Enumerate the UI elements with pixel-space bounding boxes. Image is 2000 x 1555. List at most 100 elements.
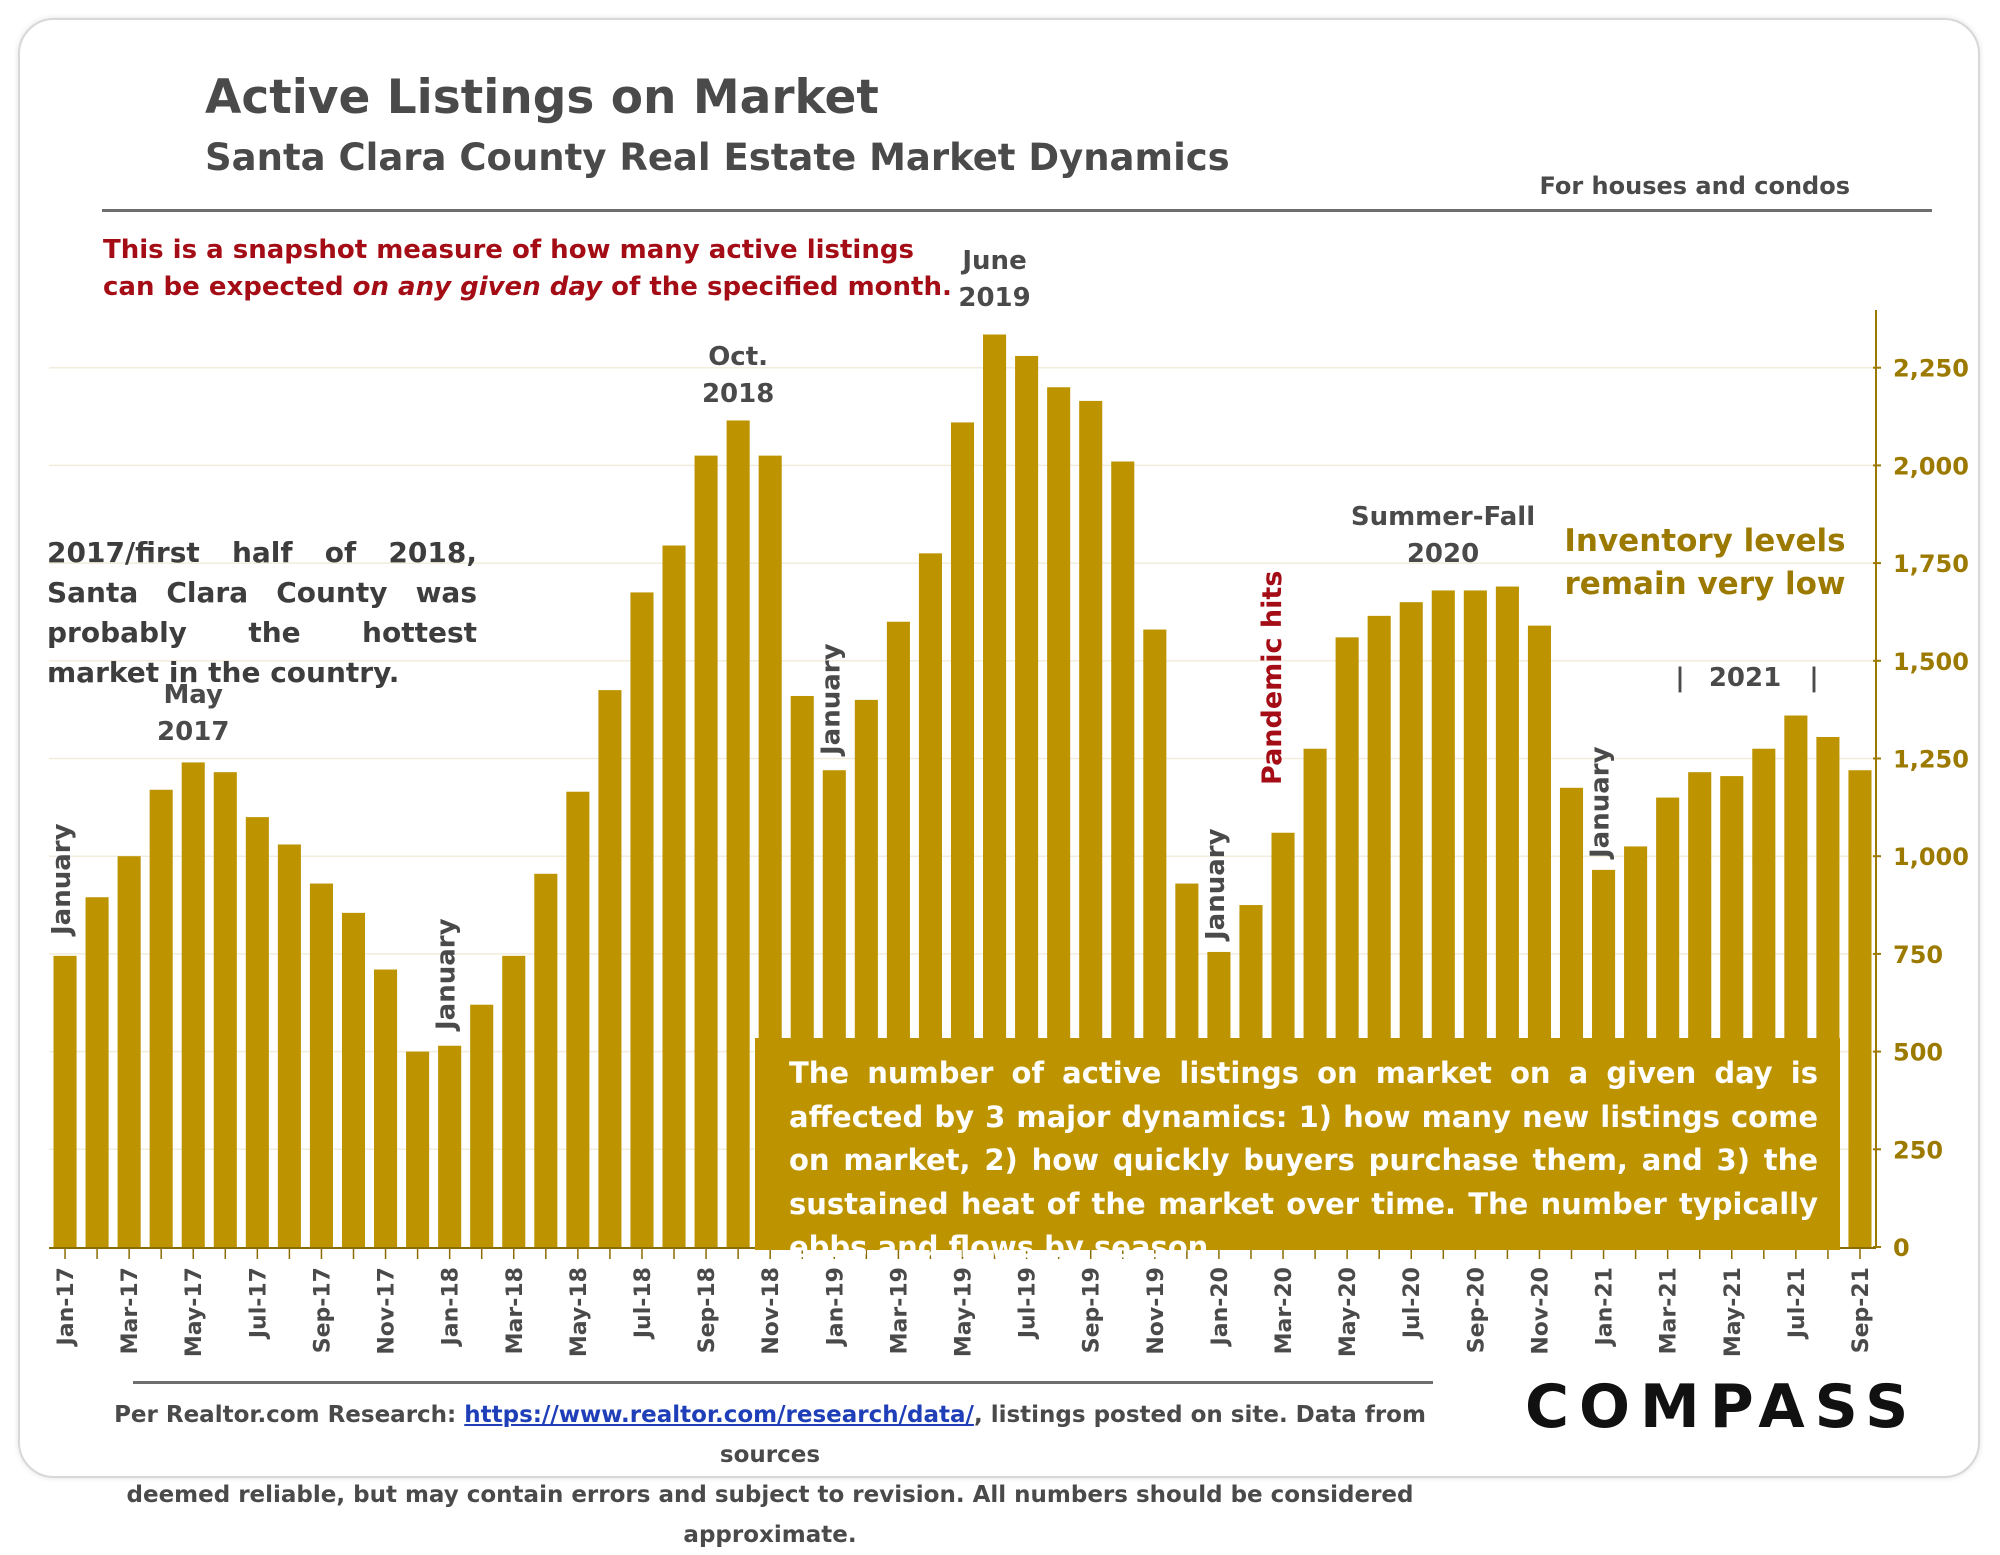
bar-Aug-18 [662,545,686,1247]
annotations: May 2017 Oct. 2018 June 2019 Summer-Fall 2020 | 2… [47,246,1819,1032]
y-axis: 0 250 500 750 1,000 1,250 1,500 1,750 2,000 2,250 [1873,310,1969,1262]
oct-2018-label-line1: Oct. [708,342,768,372]
snapshot-note: This is a snapshot measure of how many a… [103,232,952,306]
bar-Jul-18 [630,592,654,1247]
january-label-Jan-21: January [1586,746,1616,860]
bar-Oct-18 [726,420,750,1247]
snapshot-note-line1: This is a snapshot measure of how many a… [103,235,914,265]
x-tick-label: Nov-19 [1144,1267,1169,1355]
y-tick-label: 0 [1893,1234,1910,1262]
dynamics-text: The number of active listings on market … [789,1056,1818,1264]
source-footer: Per Realtor.com Research: https://www.re… [100,1395,1440,1555]
x-tick-label: Sep-21 [1849,1267,1874,1353]
x-tick-label: Nov-17 [375,1267,400,1355]
y-tick-label: 2,000 [1893,452,1969,480]
january-label-Jan-19: January [816,643,846,757]
june-2019-label-line1: June [960,246,1026,276]
x-tick-label: Mar-17 [118,1267,143,1354]
snapshot-post: of the specified month. [602,272,952,302]
june-2019-label-line2: 2019 [958,283,1030,313]
chart-title: Active Listings on Market [205,70,879,125]
header-divider [102,209,1932,212]
y-tick-label: 500 [1893,1039,1943,1067]
bar-Jun-18 [598,690,622,1247]
bar-Mar-18 [502,955,526,1247]
bar-Apr-18 [534,873,558,1247]
x-tick-label: May-21 [1721,1267,1746,1357]
x-tick-label: Jul-17 [246,1267,271,1340]
january-label-Jan-17: January [47,823,77,937]
bar-May-18 [566,791,590,1247]
footer-divider [133,1381,1433,1384]
bracket-left: | [1675,663,1685,693]
compass-logo: COMPASS [1525,1372,1919,1442]
x-tick-label: Nov-20 [1528,1267,1553,1355]
x-tick-label: Sep-19 [1080,1267,1105,1353]
bar-Jun-19 [983,334,1007,1247]
x-tick-label: Jan-20 [1208,1267,1233,1347]
x-tick-label: Jan-18 [439,1267,464,1347]
x-tick-label: Nov-18 [759,1267,784,1355]
x-tick-label: Jul-20 [1400,1267,1425,1340]
snapshot-emphasis: on any given day [352,272,603,302]
x-tick-label: Jan-21 [1593,1267,1618,1347]
x-tick-label: May-18 [567,1267,592,1357]
footer-line2: deemed reliable, but may contain errors … [126,1482,1414,1548]
hottest-market-note: 2017/first half of 2018, Santa Clara Cou… [47,536,477,689]
snapshot-note-line2: can be expected on any given day of the … [103,269,952,306]
footer-prefix: Per Realtor.com Research: [114,1402,465,1428]
x-tick-label: Sep-17 [310,1267,335,1353]
bar-May-17 [181,762,205,1247]
dynamics-callout: The number of active listings on market … [755,1038,1840,1264]
x-tick-label: Jan-19 [823,1267,848,1347]
bar-Sep-17 [309,883,333,1247]
oct-2018-label-line2: 2018 [702,379,774,409]
bar-Aug-17 [277,844,301,1247]
january-label-Jan-18: January [432,918,462,1032]
bar-Jul-17 [245,817,269,1247]
footer-line1: Per Realtor.com Research: https://www.re… [100,1395,1440,1475]
bar-Jan-17 [53,955,77,1247]
footer-suffix: , listings posted on site. Data from sou… [719,1402,1426,1468]
x-tick-label: Sep-18 [695,1267,720,1353]
year-2021-label: 2021 [1709,663,1781,693]
bracket-right: | [1809,663,1819,693]
summer-fall-2020-label-line2: 2020 [1407,539,1479,569]
bar-Feb-17 [85,897,109,1247]
y-tick-label: 1,250 [1893,746,1969,774]
x-tick-label: Mar-21 [1657,1267,1682,1354]
may-2017-label-line2: 2017 [157,717,229,747]
bar-Oct-17 [341,912,366,1247]
bar-Sep-19 [1079,400,1103,1248]
bar-chart: 0 250 500 750 1,000 1,250 1,500 1,750 2,000 2,250… [47,246,1969,1357]
bar-Dec-17 [406,1051,430,1247]
y-tick-label: 250 [1893,1136,1943,1164]
y-tick-label: 1,500 [1893,648,1969,676]
x-tick-label: Sep-20 [1464,1267,1489,1353]
bar-Sep-21 [1848,770,1872,1247]
y-tick-label: 2,250 [1893,355,1969,383]
scope-note: For houses and condos [1539,172,1850,200]
x-axis: Jan-17 Mar-17 May-17 Jul-17 Sep-17 Nov-17 Jan-… [49,1247,1876,1357]
x-tick-label: May-17 [182,1267,207,1357]
january-label-Jan-20: January [1201,828,1231,942]
summer-fall-2020-label-line1: Summer-Fall [1351,502,1535,532]
bar-Aug-19 [1047,387,1071,1247]
bar-Feb-18 [470,1004,494,1247]
bar-Mar-17 [117,856,141,1247]
x-tick-label: Mar-18 [503,1267,528,1354]
bar-Apr-17 [149,789,173,1247]
x-tick-label: Mar-20 [1272,1267,1297,1354]
x-tick-label: Jul-18 [631,1267,656,1340]
x-tick-label: May-20 [1336,1267,1361,1357]
x-tick-label: Jan-17 [54,1267,79,1347]
y-tick-label: 1,000 [1893,843,1969,871]
bar-Nov-17 [374,969,398,1247]
bar-Jul-19 [1015,355,1039,1247]
y-tick-label: 750 [1893,941,1943,969]
y-tick-label: 1,750 [1893,550,1969,578]
bar-Jun-17 [213,772,237,1247]
source-link[interactable]: https://www.realtor.com/research/data/ [464,1402,974,1428]
pandemic-label: Pandemic hits [1257,571,1288,785]
bar-Sep-18 [694,455,718,1247]
